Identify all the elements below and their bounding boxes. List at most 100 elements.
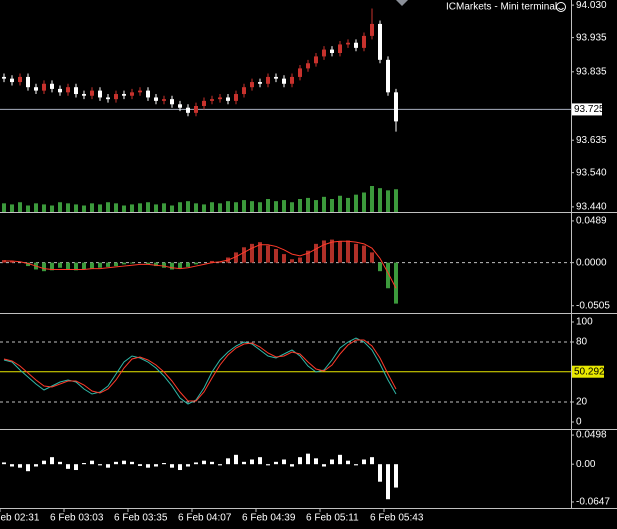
volume-bar [10, 204, 14, 212]
histogram-bar [146, 464, 150, 468]
x-tick-label: 6 Feb 03:35 [114, 513, 168, 524]
histogram-bar [26, 464, 30, 472]
volume-bar [226, 201, 230, 212]
volume-bar [306, 197, 310, 212]
candle-body [386, 59, 390, 93]
current-price-label: 93.725 [574, 104, 605, 115]
candle-body [98, 90, 102, 98]
current-level-box [572, 365, 604, 378]
candle-body [378, 23, 382, 60]
histogram-bar [362, 245, 366, 263]
histogram-bar [354, 243, 358, 263]
y-tick-label: 0.0000 [576, 257, 607, 268]
candle-body [266, 76, 270, 84]
histogram-bar [202, 460, 206, 465]
histogram-bar [314, 458, 318, 465]
histogram-bar [66, 464, 70, 469]
histogram-bar [282, 254, 286, 263]
x-tick-label: 6 Feb 04:07 [178, 513, 232, 524]
volume-bar [378, 188, 382, 212]
candle-body [122, 94, 126, 96]
histogram-bar [74, 464, 78, 471]
volume-bar [74, 204, 78, 212]
histogram-bar [330, 239, 334, 263]
histogram-bar [10, 464, 14, 467]
histogram-bar [370, 252, 374, 263]
histogram-bar [242, 247, 246, 263]
volume-bar [362, 192, 366, 212]
histogram-bar [234, 454, 238, 465]
histogram-bar [82, 262, 86, 270]
volume-bar [178, 202, 182, 212]
histogram-bar [10, 260, 14, 263]
histogram-bar [250, 459, 254, 465]
histogram-bar [106, 262, 110, 267]
histogram-bar [218, 464, 222, 466]
volume-bar [370, 186, 374, 212]
histogram-bar [266, 464, 270, 466]
candle-body [338, 44, 342, 53]
signal-line [4, 240, 397, 289]
volume-bar [274, 201, 278, 212]
volume-bar [234, 202, 238, 212]
volume-bar [114, 203, 118, 212]
volume-bar [386, 190, 390, 212]
candle-body [210, 99, 214, 101]
histogram-bar [170, 464, 174, 468]
volume-bar [162, 203, 166, 212]
candle-body [82, 94, 86, 96]
candle-body [314, 56, 318, 64]
candle-body [42, 83, 46, 91]
histogram-bar [386, 262, 390, 289]
volume-bar [322, 196, 326, 212]
histogram-bar [66, 262, 70, 270]
y-tick-label: 93.835 [576, 66, 607, 77]
histogram-bar [162, 463, 166, 465]
volume-bar [98, 204, 102, 212]
current-level-label: 50.292 [574, 366, 605, 377]
histogram-bar [178, 464, 182, 471]
histogram-bar [90, 460, 94, 465]
candle-body [178, 104, 182, 108]
volume-bar [290, 202, 294, 212]
histogram-bar [290, 464, 294, 467]
histogram-bar [114, 262, 118, 267]
volume-bar [2, 203, 6, 212]
histogram-bar [162, 262, 166, 268]
histogram-bar [322, 240, 326, 263]
histogram-bar [146, 262, 150, 265]
volume-bar [82, 205, 86, 212]
volume-bar [90, 203, 94, 212]
header-title: ICMarkets - Mini terminal [446, 2, 557, 13]
volume-bar [298, 199, 302, 212]
volume-bar [146, 202, 150, 212]
y-tick-label: 0.0498 [576, 430, 607, 441]
y-tick-label: 93.635 [576, 135, 607, 146]
volume-bar [266, 199, 270, 212]
x-tick-label: 6 Feb 05:11 [306, 513, 359, 524]
histogram-bar [226, 458, 230, 465]
candle-body [250, 82, 254, 88]
candle-body [50, 83, 54, 89]
histogram-bar [210, 260, 214, 263]
volume-bar [106, 202, 110, 212]
histogram-bar [338, 241, 342, 263]
histogram-bar [258, 457, 262, 465]
candle-body [26, 76, 30, 88]
candle-body [74, 87, 78, 95]
volume-bar [338, 195, 342, 212]
histogram-bar [210, 461, 214, 465]
candle-body [330, 49, 334, 53]
volume-bar [210, 202, 214, 212]
candle-body [322, 49, 326, 57]
histogram-bar [82, 463, 86, 465]
candle-body [2, 76, 6, 79]
candle-body [18, 76, 22, 83]
x-tick-label: 6 Feb 05:43 [370, 513, 424, 524]
histogram-bar [314, 243, 318, 263]
volume-bar [330, 199, 334, 212]
candle-body [10, 78, 14, 83]
histogram-bar [250, 243, 254, 263]
histogram-bar [346, 240, 350, 263]
